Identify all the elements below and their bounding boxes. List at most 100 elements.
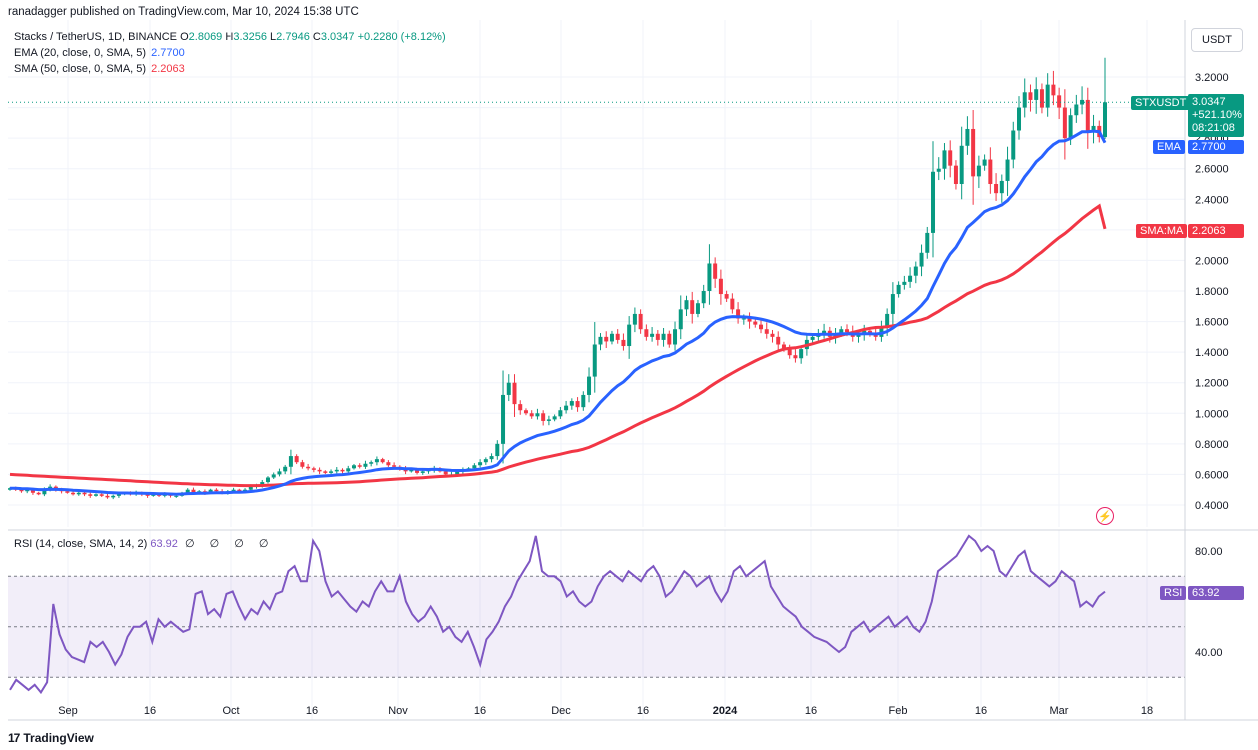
candle-body xyxy=(529,413,534,417)
candle xyxy=(701,284,706,309)
candle xyxy=(736,302,741,324)
candle xyxy=(569,398,574,410)
candle-body xyxy=(919,252,924,267)
candle xyxy=(523,408,528,416)
candle-body xyxy=(994,184,999,194)
candle-body xyxy=(472,465,477,469)
rsi-legend[interactable]: RSI (14, close, SMA, 14, 2) 63.92 ∅ ∅ ∅ … xyxy=(14,537,274,550)
candle xyxy=(598,333,603,351)
close-value: 3.0347 xyxy=(320,31,355,43)
candle-body xyxy=(478,462,483,466)
candle-body xyxy=(781,344,786,350)
candle-body xyxy=(415,469,420,473)
rsi-background xyxy=(8,575,1185,678)
candle xyxy=(822,323,827,339)
candle xyxy=(277,468,282,477)
candle xyxy=(976,155,981,189)
candle xyxy=(925,226,930,259)
candle-body xyxy=(598,336,603,345)
candle-body xyxy=(501,394,506,444)
candle xyxy=(793,349,798,363)
candle-body xyxy=(19,489,24,492)
candle-body xyxy=(455,471,460,475)
time-tick-label: 16 xyxy=(805,705,817,717)
candle xyxy=(478,459,483,468)
candle-body xyxy=(1068,115,1073,139)
candle xyxy=(965,116,970,155)
ema-legend[interactable]: EMA (20, close, 0, SMA, 5) 2.7700 xyxy=(14,47,185,59)
flash-icon[interactable]: ⚡ xyxy=(1096,507,1114,525)
time-tick-label: 16 xyxy=(306,705,318,717)
candle xyxy=(88,492,93,498)
candle-body xyxy=(770,333,775,337)
candle-body xyxy=(569,401,574,406)
candle-body xyxy=(661,333,666,340)
rsi-tick-label: 80.00 xyxy=(1195,546,1223,558)
candle xyxy=(357,463,362,469)
price-tick-label: 2.6000 xyxy=(1195,164,1229,176)
candle-body xyxy=(191,489,196,493)
candle xyxy=(1074,94,1079,123)
candle-body xyxy=(718,278,723,295)
candle-body xyxy=(1085,99,1090,131)
candle xyxy=(609,330,614,345)
candle-body xyxy=(340,469,345,472)
price-tick-label: 1.2000 xyxy=(1195,378,1229,390)
sma-legend[interactable]: SMA (50, close, 0, SMA, 5) 2.2063 xyxy=(14,63,185,75)
candle-body xyxy=(988,159,993,184)
candle xyxy=(942,143,947,180)
candle xyxy=(329,469,334,475)
candle-body xyxy=(30,489,35,493)
candle-body xyxy=(386,462,391,466)
candle-body xyxy=(409,469,414,472)
candle-body xyxy=(655,333,660,340)
candle xyxy=(936,157,941,181)
candle xyxy=(1017,96,1022,140)
candle-body xyxy=(214,489,219,492)
candle-body xyxy=(684,300,689,310)
tradingview-logo-icon: 17 xyxy=(8,731,20,745)
candle-body xyxy=(317,469,322,472)
candle xyxy=(581,391,586,411)
candle-body xyxy=(931,171,936,233)
candle xyxy=(363,460,368,469)
candle-body xyxy=(111,495,116,498)
candle-body xyxy=(93,494,98,496)
candle-body xyxy=(1011,130,1016,160)
candle-body xyxy=(518,404,523,411)
candle-body xyxy=(294,456,299,463)
candle-body xyxy=(237,489,242,492)
currency-button[interactable]: USDT xyxy=(1191,28,1243,52)
candle xyxy=(564,400,569,414)
time-tick-label: Oct xyxy=(222,705,239,717)
candle-body xyxy=(604,336,609,342)
candle xyxy=(667,330,672,348)
candle-body xyxy=(925,232,930,253)
candle xyxy=(759,319,764,334)
candle-body xyxy=(650,333,655,337)
candle-body xyxy=(541,413,546,421)
candle xyxy=(1028,84,1033,112)
candle xyxy=(294,454,299,465)
ema-legend-label: EMA (20, close, 0, SMA, 5) xyxy=(14,47,147,59)
candle xyxy=(988,147,993,194)
candle-body xyxy=(392,465,397,467)
symbol-line: Stacks / TetherUS, 1D, BINANCE xyxy=(14,31,178,43)
candle xyxy=(718,269,723,305)
candle-body xyxy=(380,459,385,463)
candle-body xyxy=(999,180,1004,194)
candle xyxy=(1080,86,1085,115)
time-tick-label: 18 xyxy=(1141,705,1153,717)
time-tick-label: Mar xyxy=(1050,705,1069,717)
candle-body xyxy=(552,416,557,420)
price-tag-timer: 08:21:08 xyxy=(1192,122,1235,134)
open-label: O xyxy=(180,31,189,43)
candle-body xyxy=(764,329,769,334)
candle-body xyxy=(609,333,614,342)
candle-body xyxy=(1028,92,1033,100)
candle-body xyxy=(288,456,293,467)
candle-body xyxy=(839,329,844,334)
price-tick-label: 1.8000 xyxy=(1195,286,1229,298)
candle-body xyxy=(644,329,649,337)
